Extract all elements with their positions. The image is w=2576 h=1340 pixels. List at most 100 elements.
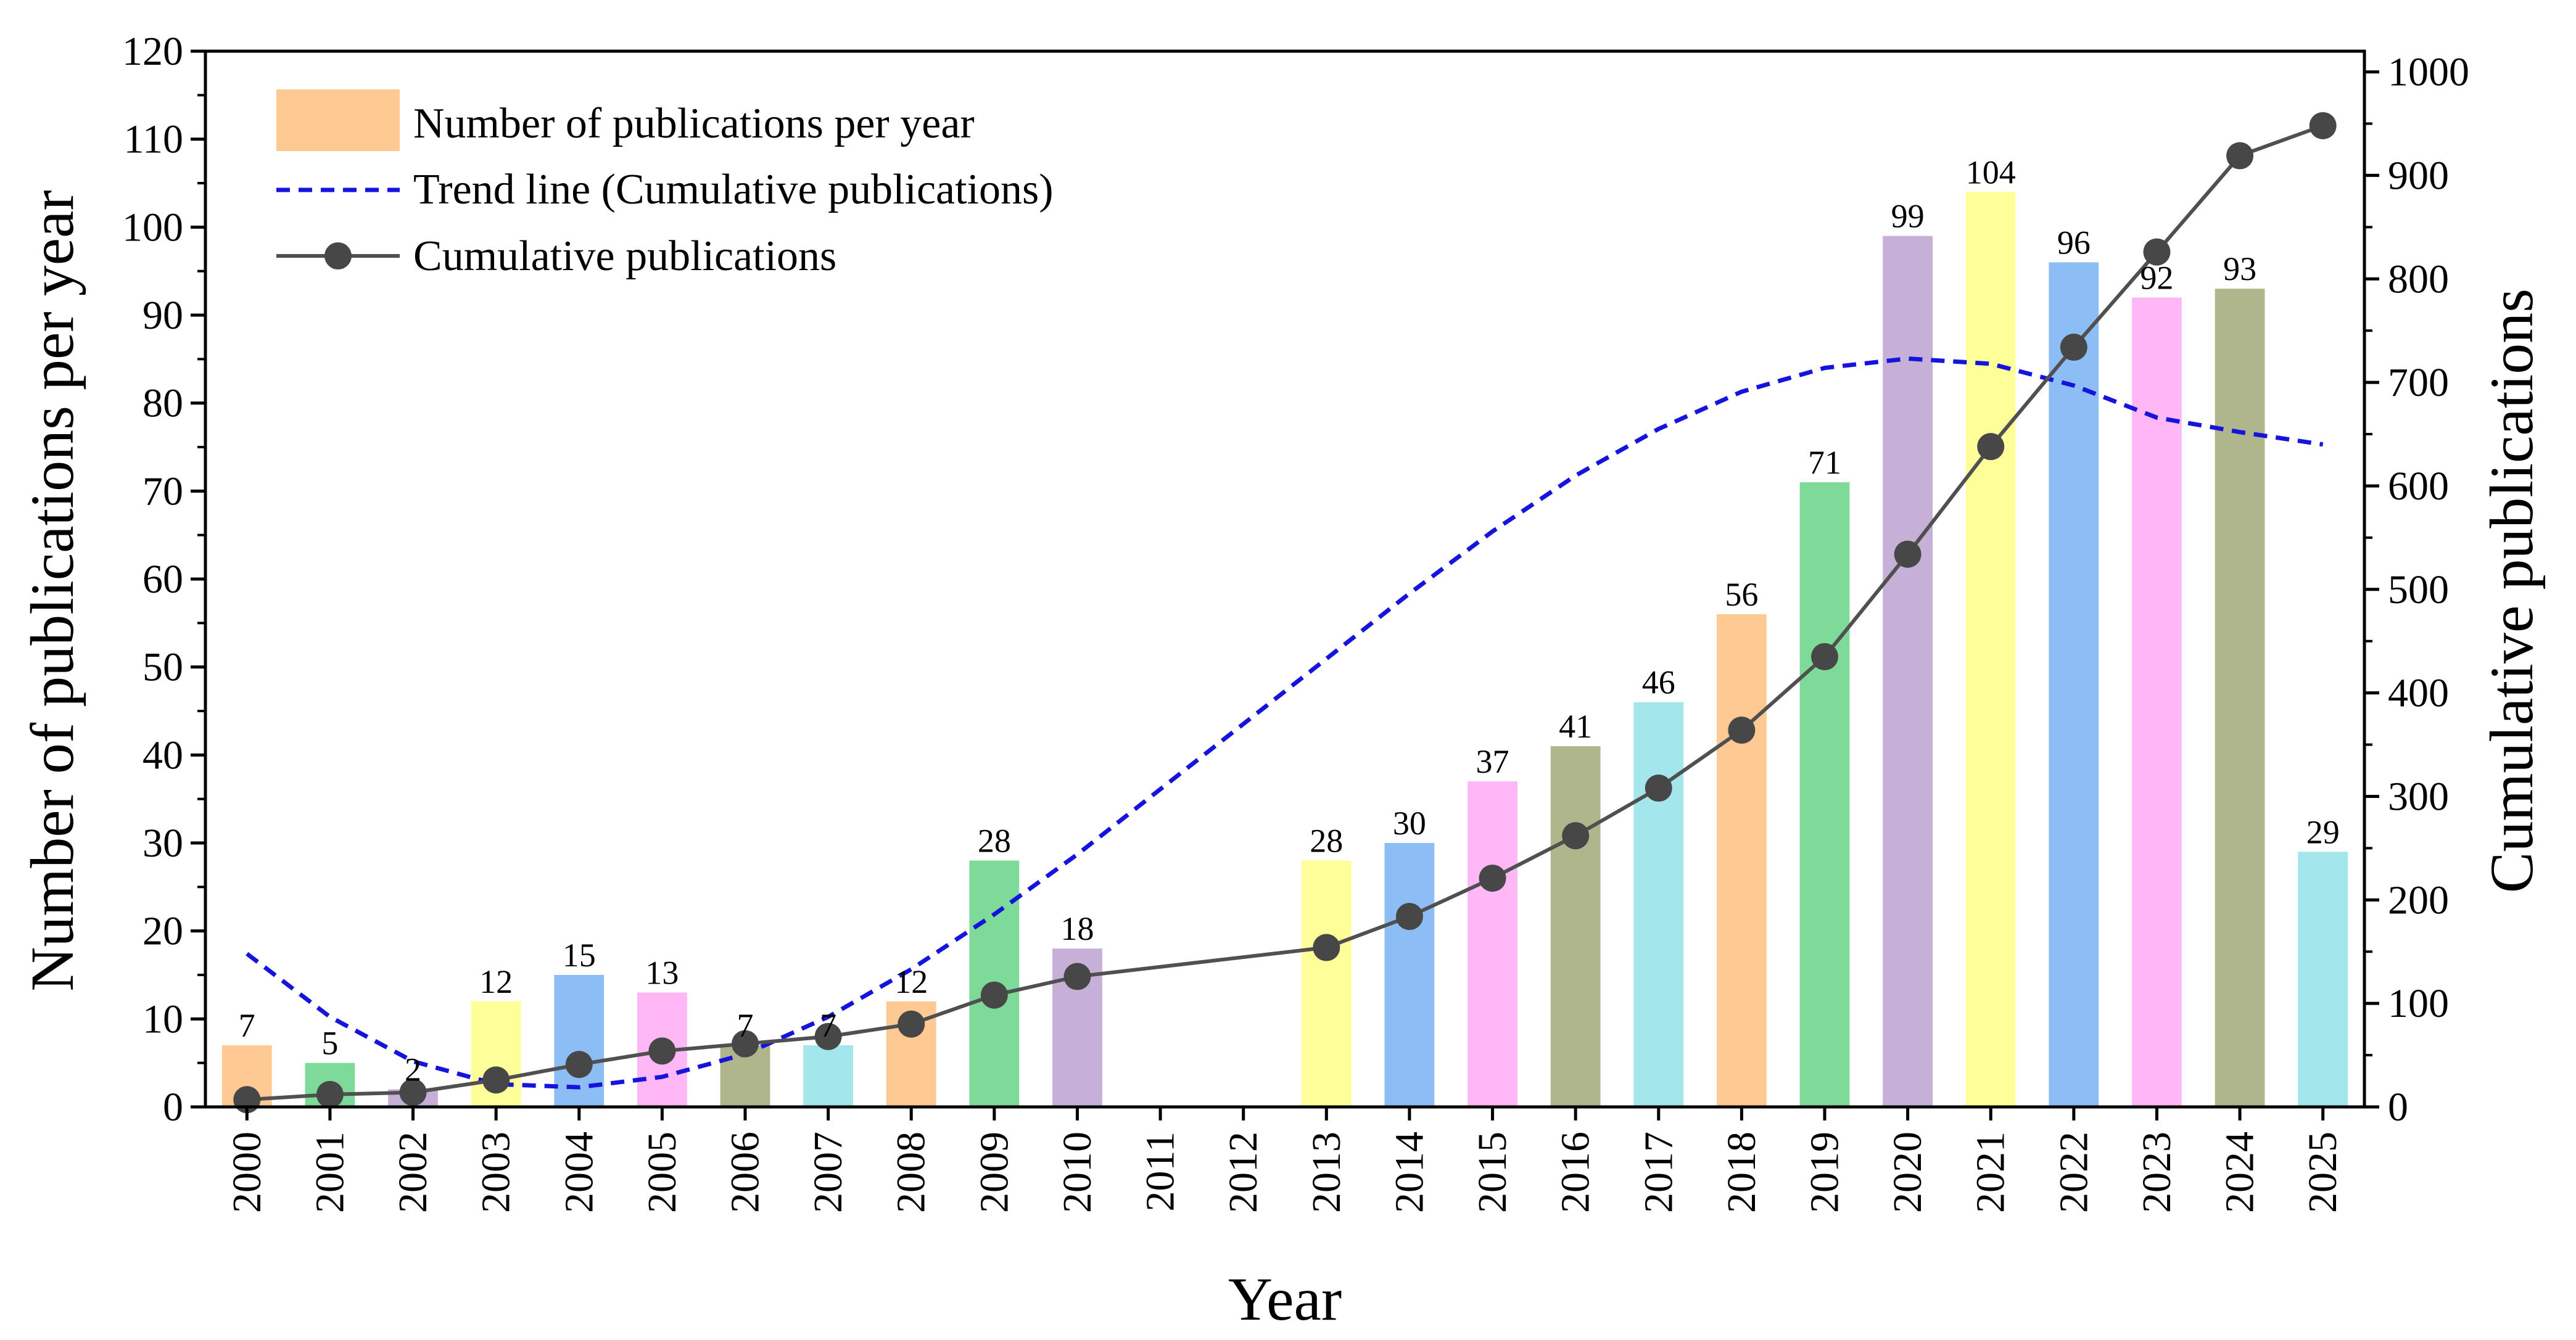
y2-tick-label-800: 800 bbox=[2388, 257, 2449, 302]
y-tick-label-110: 110 bbox=[123, 117, 183, 162]
y-tick-label-90: 90 bbox=[142, 293, 183, 338]
x-tick-label-2018: 2018 bbox=[1719, 1132, 1764, 1213]
y-tick-label-0: 0 bbox=[163, 1085, 183, 1130]
y-tick-label-20: 20 bbox=[142, 909, 183, 954]
legend: Number of publications per year Trend li… bbox=[276, 89, 1054, 280]
data-label-2000: 7 bbox=[239, 1007, 255, 1044]
data-label-2014: 30 bbox=[1393, 805, 1426, 842]
y2-tick-label-100: 100 bbox=[2388, 981, 2449, 1026]
x-tick-label-2005: 2005 bbox=[640, 1132, 685, 1213]
y2-tick-label-200: 200 bbox=[2388, 878, 2449, 923]
bar-2021 bbox=[1965, 192, 2016, 1108]
data-label-2023: 92 bbox=[2140, 259, 2173, 296]
x-tick-label-2013: 2013 bbox=[1304, 1132, 1349, 1213]
y2-tick-label-500: 500 bbox=[2388, 567, 2449, 612]
data-label-2005: 13 bbox=[645, 955, 679, 992]
plot-area: 7 5 2 12 15 13 7 7 12 28 18 28 30 37 41 46 56 71 99 104 96 92… bbox=[122, 29, 2469, 1213]
x-tick-label-2015: 2015 bbox=[1470, 1132, 1515, 1213]
y-axis-title: Number of publications per year bbox=[18, 190, 86, 992]
x-tick-label-2022: 2022 bbox=[2051, 1132, 2096, 1213]
x-tick-label-2011: 2011 bbox=[1138, 1132, 1183, 1212]
legend-label-trend: Trend line (Cumulative publications) bbox=[413, 166, 1054, 213]
data-label-2001: 5 bbox=[321, 1025, 338, 1062]
y-tick-label-100: 100 bbox=[122, 205, 183, 250]
y-tick-label-30: 30 bbox=[142, 821, 183, 866]
bar-2015 bbox=[1468, 781, 1517, 1107]
legend-label-cumulative: Cumulative publications bbox=[413, 232, 836, 280]
y2-tick-label-0: 0 bbox=[2388, 1085, 2408, 1130]
bar-2023 bbox=[2132, 297, 2182, 1107]
y2-tick-label-300: 300 bbox=[2388, 774, 2449, 819]
data-label-2020: 99 bbox=[1891, 198, 1925, 235]
cumulative-point-2016 bbox=[1562, 822, 1590, 850]
x-tick-label-2010: 2010 bbox=[1055, 1132, 1100, 1213]
data-label-2019: 71 bbox=[1808, 444, 1841, 481]
cumulative-point-2017 bbox=[1645, 775, 1672, 802]
cumulative-point-2025 bbox=[2309, 112, 2337, 139]
bar-2014 bbox=[1384, 843, 1435, 1107]
x-tick-label-2025: 2025 bbox=[2300, 1132, 2345, 1213]
x-tick-label-2006: 2006 bbox=[723, 1132, 768, 1213]
cumulative-point-2024 bbox=[2226, 142, 2254, 170]
data-label-2004: 15 bbox=[563, 937, 596, 974]
data-label-2003: 12 bbox=[479, 963, 513, 1000]
x-tick-label-2004: 2004 bbox=[556, 1132, 601, 1213]
bar-2017 bbox=[1633, 702, 1684, 1107]
y2-tick-label-1000: 1000 bbox=[2388, 50, 2469, 95]
y-tick-label-70: 70 bbox=[142, 469, 183, 514]
data-label-2006: 7 bbox=[737, 1007, 754, 1044]
data-label-2018: 56 bbox=[1725, 576, 1758, 613]
cumulative-point-2006 bbox=[732, 1030, 759, 1058]
x-tick-label-2007: 2007 bbox=[806, 1132, 851, 1213]
cumulative-point-2001 bbox=[316, 1080, 344, 1108]
cumulative-point-2013 bbox=[1313, 934, 1340, 961]
bar-2007 bbox=[803, 1045, 853, 1107]
data-label-2017: 46 bbox=[1642, 664, 1675, 701]
cumulative-point-2007 bbox=[814, 1022, 842, 1050]
legend-label-bars: Number of publications per year bbox=[413, 100, 975, 147]
x-tick-label-2017: 2017 bbox=[1636, 1132, 1681, 1213]
bar-2018 bbox=[1717, 614, 1767, 1107]
bar-2013 bbox=[1301, 860, 1352, 1107]
x-tick-label-2008: 2008 bbox=[889, 1132, 934, 1213]
cumulative-point-2003 bbox=[482, 1066, 510, 1094]
x-tick-label-2001: 2001 bbox=[307, 1132, 352, 1213]
data-label-2002: 2 bbox=[405, 1051, 421, 1088]
cumulative-point-2015 bbox=[1479, 865, 1506, 892]
bar-2020 bbox=[1883, 236, 1933, 1108]
y-tick-label-10: 10 bbox=[142, 997, 183, 1042]
cumulative-point-2002 bbox=[399, 1079, 427, 1106]
data-label-2015: 37 bbox=[1476, 743, 1509, 780]
y2-tick-label-600: 600 bbox=[2388, 464, 2449, 509]
x-tick-label-2020: 2020 bbox=[1885, 1132, 1930, 1213]
cumulative-point-2019 bbox=[1811, 643, 1838, 670]
x-tick-label-2003: 2003 bbox=[474, 1132, 519, 1213]
data-label-2010: 18 bbox=[1060, 910, 1094, 947]
cumulative-point-2020 bbox=[1894, 540, 1922, 568]
cumulative-point-2004 bbox=[565, 1051, 593, 1079]
bar-2016 bbox=[1550, 746, 1601, 1107]
y-tick-label-40: 40 bbox=[142, 733, 183, 778]
y-tick-label-60: 60 bbox=[142, 557, 183, 602]
y-tick-label-80: 80 bbox=[142, 381, 183, 426]
y2-tick-label-400: 400 bbox=[2388, 671, 2449, 716]
y2-axis-title: Cumulative publications bbox=[2477, 289, 2546, 893]
cumulative-point-2008 bbox=[898, 1010, 925, 1038]
cumulative-point-2022 bbox=[2060, 334, 2087, 361]
cumulative-point-2005 bbox=[648, 1037, 676, 1065]
cumulative-point-2009 bbox=[980, 981, 1008, 1009]
legend-cumulative-marker bbox=[324, 242, 352, 269]
data-label-2016: 41 bbox=[1559, 708, 1592, 745]
cumulative-line bbox=[247, 123, 2324, 1102]
data-label-2008: 12 bbox=[894, 963, 928, 1000]
data-label-2025: 29 bbox=[2306, 813, 2340, 850]
x-tick-label-2021: 2021 bbox=[1968, 1132, 2013, 1213]
y2-tick-label-700: 700 bbox=[2388, 360, 2449, 405]
x-tick-label-2024: 2024 bbox=[2218, 1132, 2263, 1213]
data-label-2013: 28 bbox=[1310, 823, 1343, 860]
x-tick-label-2023: 2023 bbox=[2134, 1132, 2179, 1213]
y-tick-label-120: 120 bbox=[122, 29, 183, 74]
x-tick-label-2009: 2009 bbox=[972, 1132, 1017, 1213]
